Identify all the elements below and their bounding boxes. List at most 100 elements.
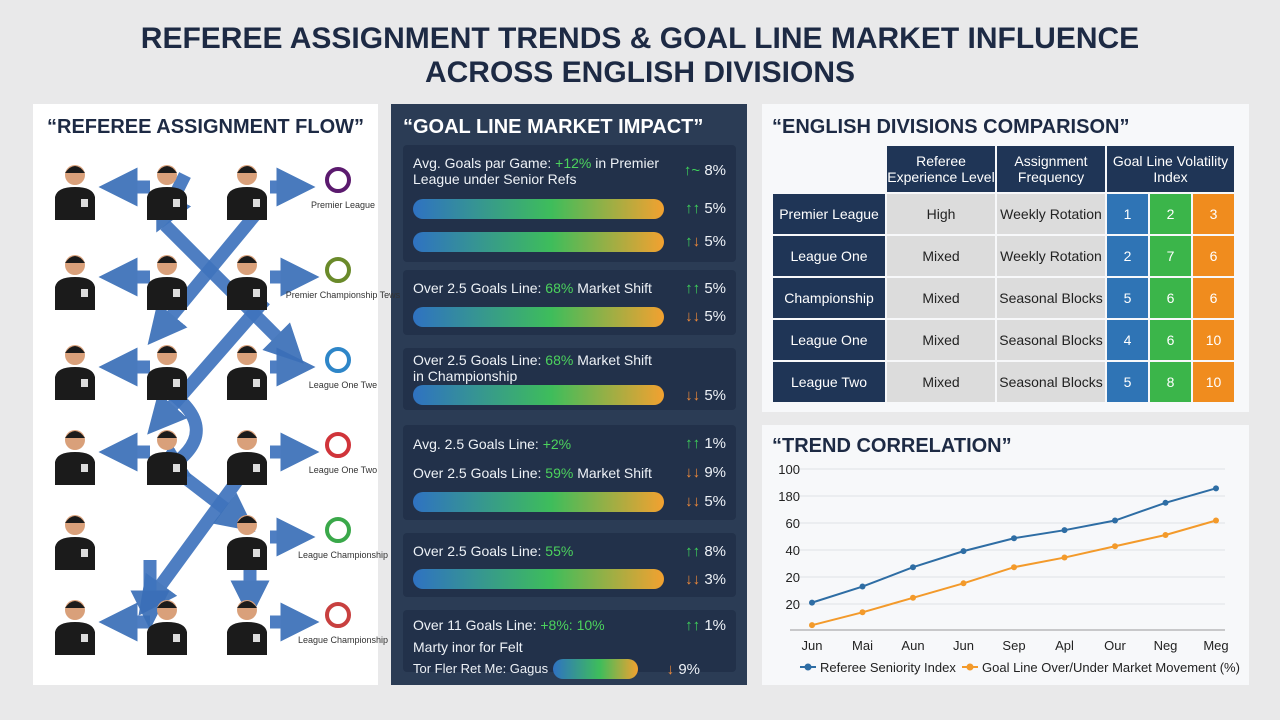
trend-arrow: ↓ xyxy=(692,308,701,326)
x-tick-label: Meg xyxy=(1203,638,1228,653)
league-label: League Championship xyxy=(298,635,388,645)
text-part: 55% xyxy=(545,543,574,559)
table-cell: League One xyxy=(773,320,885,360)
table-cell: 7 xyxy=(1150,236,1191,276)
market-text: Over 2.5 Goals Line: 68% Market Shift in… xyxy=(413,352,664,384)
x-tick-label: Jun xyxy=(802,638,823,653)
data-point xyxy=(859,583,866,590)
table-cell: Weekly Rotation xyxy=(997,236,1105,276)
referee-body xyxy=(55,367,95,400)
referee-badge xyxy=(81,379,88,387)
referee-badge xyxy=(173,379,180,387)
referee-badge xyxy=(81,199,88,207)
table-cell: 1 xyxy=(1107,194,1148,234)
text-part: Market Shift xyxy=(573,280,652,297)
referee-hair xyxy=(237,601,257,608)
market-row: Avg. Goals par Game: +12% in Premier Lea… xyxy=(403,155,736,187)
change-value: 8% xyxy=(704,162,726,179)
text-part: Over 11 Goals Line: xyxy=(413,617,541,633)
data-point xyxy=(1213,485,1219,492)
x-tick-label: Apl xyxy=(1055,638,1074,653)
y-tick-label: 100 xyxy=(778,462,800,477)
table-cell: 8 xyxy=(1150,362,1191,402)
trend-arrow: ↑ xyxy=(692,435,701,452)
referee-hair xyxy=(237,346,257,353)
header-cell: Referee Experience Level xyxy=(887,146,995,192)
table-cell: 10 xyxy=(1193,362,1234,402)
text-part: +8%: 10% xyxy=(540,617,605,633)
table-cell: 5 xyxy=(1107,362,1148,402)
market-card: Over 2.5 Goals Line: 55% ↑↑ 8% ↓↓ 3% xyxy=(403,533,736,597)
trend-arrow: ↓ xyxy=(685,464,693,481)
text-part: Over 2.5 Goals Line: xyxy=(413,280,546,297)
indicator: ↑↑ 5% xyxy=(664,200,726,217)
x-tick-label: Neg xyxy=(1154,638,1178,653)
referee-badge xyxy=(173,289,180,297)
data-point xyxy=(1162,532,1169,539)
league-logo xyxy=(325,517,351,543)
text-part: 68% xyxy=(545,352,574,368)
trend-arrow: ↑ xyxy=(685,233,693,250)
comparison-table: Referee Experience Level Assignment Frequ… xyxy=(771,144,1236,404)
text-part: Tor Fler Ret Me: Gagus xyxy=(413,661,549,676)
data-point xyxy=(910,564,916,571)
table-row: League One Mixed Weekly Rotation 2 7 6 xyxy=(773,236,1234,276)
market-row: ↓↓ 5% xyxy=(403,306,736,328)
market-text: Over 2.5 Goals Line: 68% Market Shift xyxy=(413,280,664,296)
market-row: Over 2.5 Goals Line: 59% Market Shift ↓↓ … xyxy=(403,462,736,484)
text-part: Marty inor for Felt xyxy=(413,639,523,655)
indicator: ↓ 9% xyxy=(638,661,700,678)
table-cell: 6 xyxy=(1150,278,1191,318)
referee-body xyxy=(147,187,187,220)
indicator: ↑↓ 5% xyxy=(664,233,726,250)
market-text: Avg. 2.5 Goals Line: +2% xyxy=(413,436,664,452)
indicator: ↑↑ 1% xyxy=(664,435,726,452)
trend-arrow: ↑ xyxy=(685,616,693,634)
trend-arrow: ↑ xyxy=(685,279,693,297)
legend-dot xyxy=(804,663,812,671)
table-cell: Mixed xyxy=(887,236,995,276)
indicator: ↓↓ 5% xyxy=(664,493,726,510)
market-card: Over 11 Goals Line: +8%: 10% ↑↑ 1% Marty i… xyxy=(403,610,736,679)
market-row: ↓↓ 5% xyxy=(403,491,736,513)
table-cell: 3 xyxy=(1193,194,1234,234)
text-part: Market Shift in Championship xyxy=(413,352,652,384)
change-value: 5% xyxy=(704,200,726,217)
referee-hair xyxy=(65,431,85,438)
referee-hair xyxy=(157,166,177,173)
chart-panel xyxy=(762,425,1249,685)
table-cell: Mixed xyxy=(887,278,995,318)
market-card: Over 2.5 Goals Line: 68% Market Shift ↑↑ … xyxy=(403,270,736,335)
market-row: ↓↓ 3% xyxy=(403,568,736,590)
corner-cell xyxy=(773,146,885,192)
referee-badge xyxy=(81,464,88,472)
league-logo xyxy=(325,167,351,193)
data-point xyxy=(1213,517,1219,524)
chart-title: “TREND CORRELATION” xyxy=(772,435,1012,457)
table-cell: Mixed xyxy=(887,320,995,360)
data-point xyxy=(1061,554,1068,561)
data-point xyxy=(1112,543,1118,550)
table-cell: League One xyxy=(773,236,885,276)
referee-body xyxy=(55,622,95,655)
referee-body xyxy=(147,452,187,485)
referee-hair xyxy=(65,601,85,608)
referee-badge xyxy=(173,199,180,207)
table-cell: 6 xyxy=(1193,278,1234,318)
x-tick-label: Sep xyxy=(1002,638,1025,653)
change-value: 5% xyxy=(704,386,726,404)
referee-body xyxy=(227,277,267,310)
gradient-bar xyxy=(413,385,664,405)
change-value: 3% xyxy=(704,570,726,588)
referee-badge xyxy=(253,464,260,472)
header-cell: Goal Line Volatility Index xyxy=(1107,146,1234,192)
trend-arrow: ↑ xyxy=(692,616,701,634)
trend-arrow: ↓ xyxy=(666,660,675,678)
trend-arrow: ↓ xyxy=(692,233,701,250)
league-label: League One Twe xyxy=(309,380,377,390)
gradient-bar xyxy=(413,306,664,327)
referee-body xyxy=(227,622,267,655)
table-row: League Two Mixed Seasonal Blocks 5 8 10 xyxy=(773,362,1234,402)
indicator: ↓↓ 9% xyxy=(664,464,726,481)
